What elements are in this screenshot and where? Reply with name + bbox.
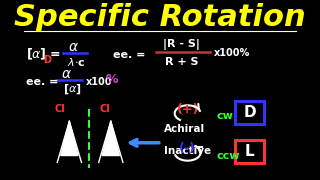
Text: Cl: Cl	[55, 104, 65, 114]
Text: $\lambda$$\cdot$c: $\lambda$$\cdot$c	[67, 57, 85, 68]
Text: $\alpha$: $\alpha$	[61, 67, 72, 81]
Text: Cl: Cl	[100, 104, 110, 114]
Text: ee. =: ee. =	[26, 77, 59, 87]
Text: Achiral: Achiral	[164, 124, 205, 134]
Text: (+): (+)	[176, 103, 199, 116]
Text: [$\alpha$]: [$\alpha$]	[63, 82, 82, 96]
Text: =: =	[50, 48, 60, 61]
Text: ee. =: ee. =	[113, 50, 145, 60]
Text: ccw: ccw	[216, 150, 240, 161]
Polygon shape	[102, 121, 119, 156]
Text: cw: cw	[216, 111, 233, 121]
Text: R + S: R + S	[165, 57, 198, 66]
Text: D: D	[244, 105, 256, 120]
Text: x100%: x100%	[213, 48, 250, 58]
Text: D: D	[44, 55, 52, 65]
Text: $\alpha$: $\alpha$	[68, 40, 79, 54]
Polygon shape	[61, 121, 78, 156]
Text: Inactive: Inactive	[164, 146, 212, 156]
Text: Specific Rotation: Specific Rotation	[14, 3, 306, 32]
Text: (-): (-)	[179, 142, 196, 155]
Text: L: L	[245, 144, 255, 159]
Text: |R - S|: |R - S|	[163, 39, 200, 50]
Text: x100: x100	[86, 77, 112, 87]
Text: %: %	[106, 73, 118, 86]
Text: [$\alpha$]: [$\alpha$]	[26, 47, 47, 62]
